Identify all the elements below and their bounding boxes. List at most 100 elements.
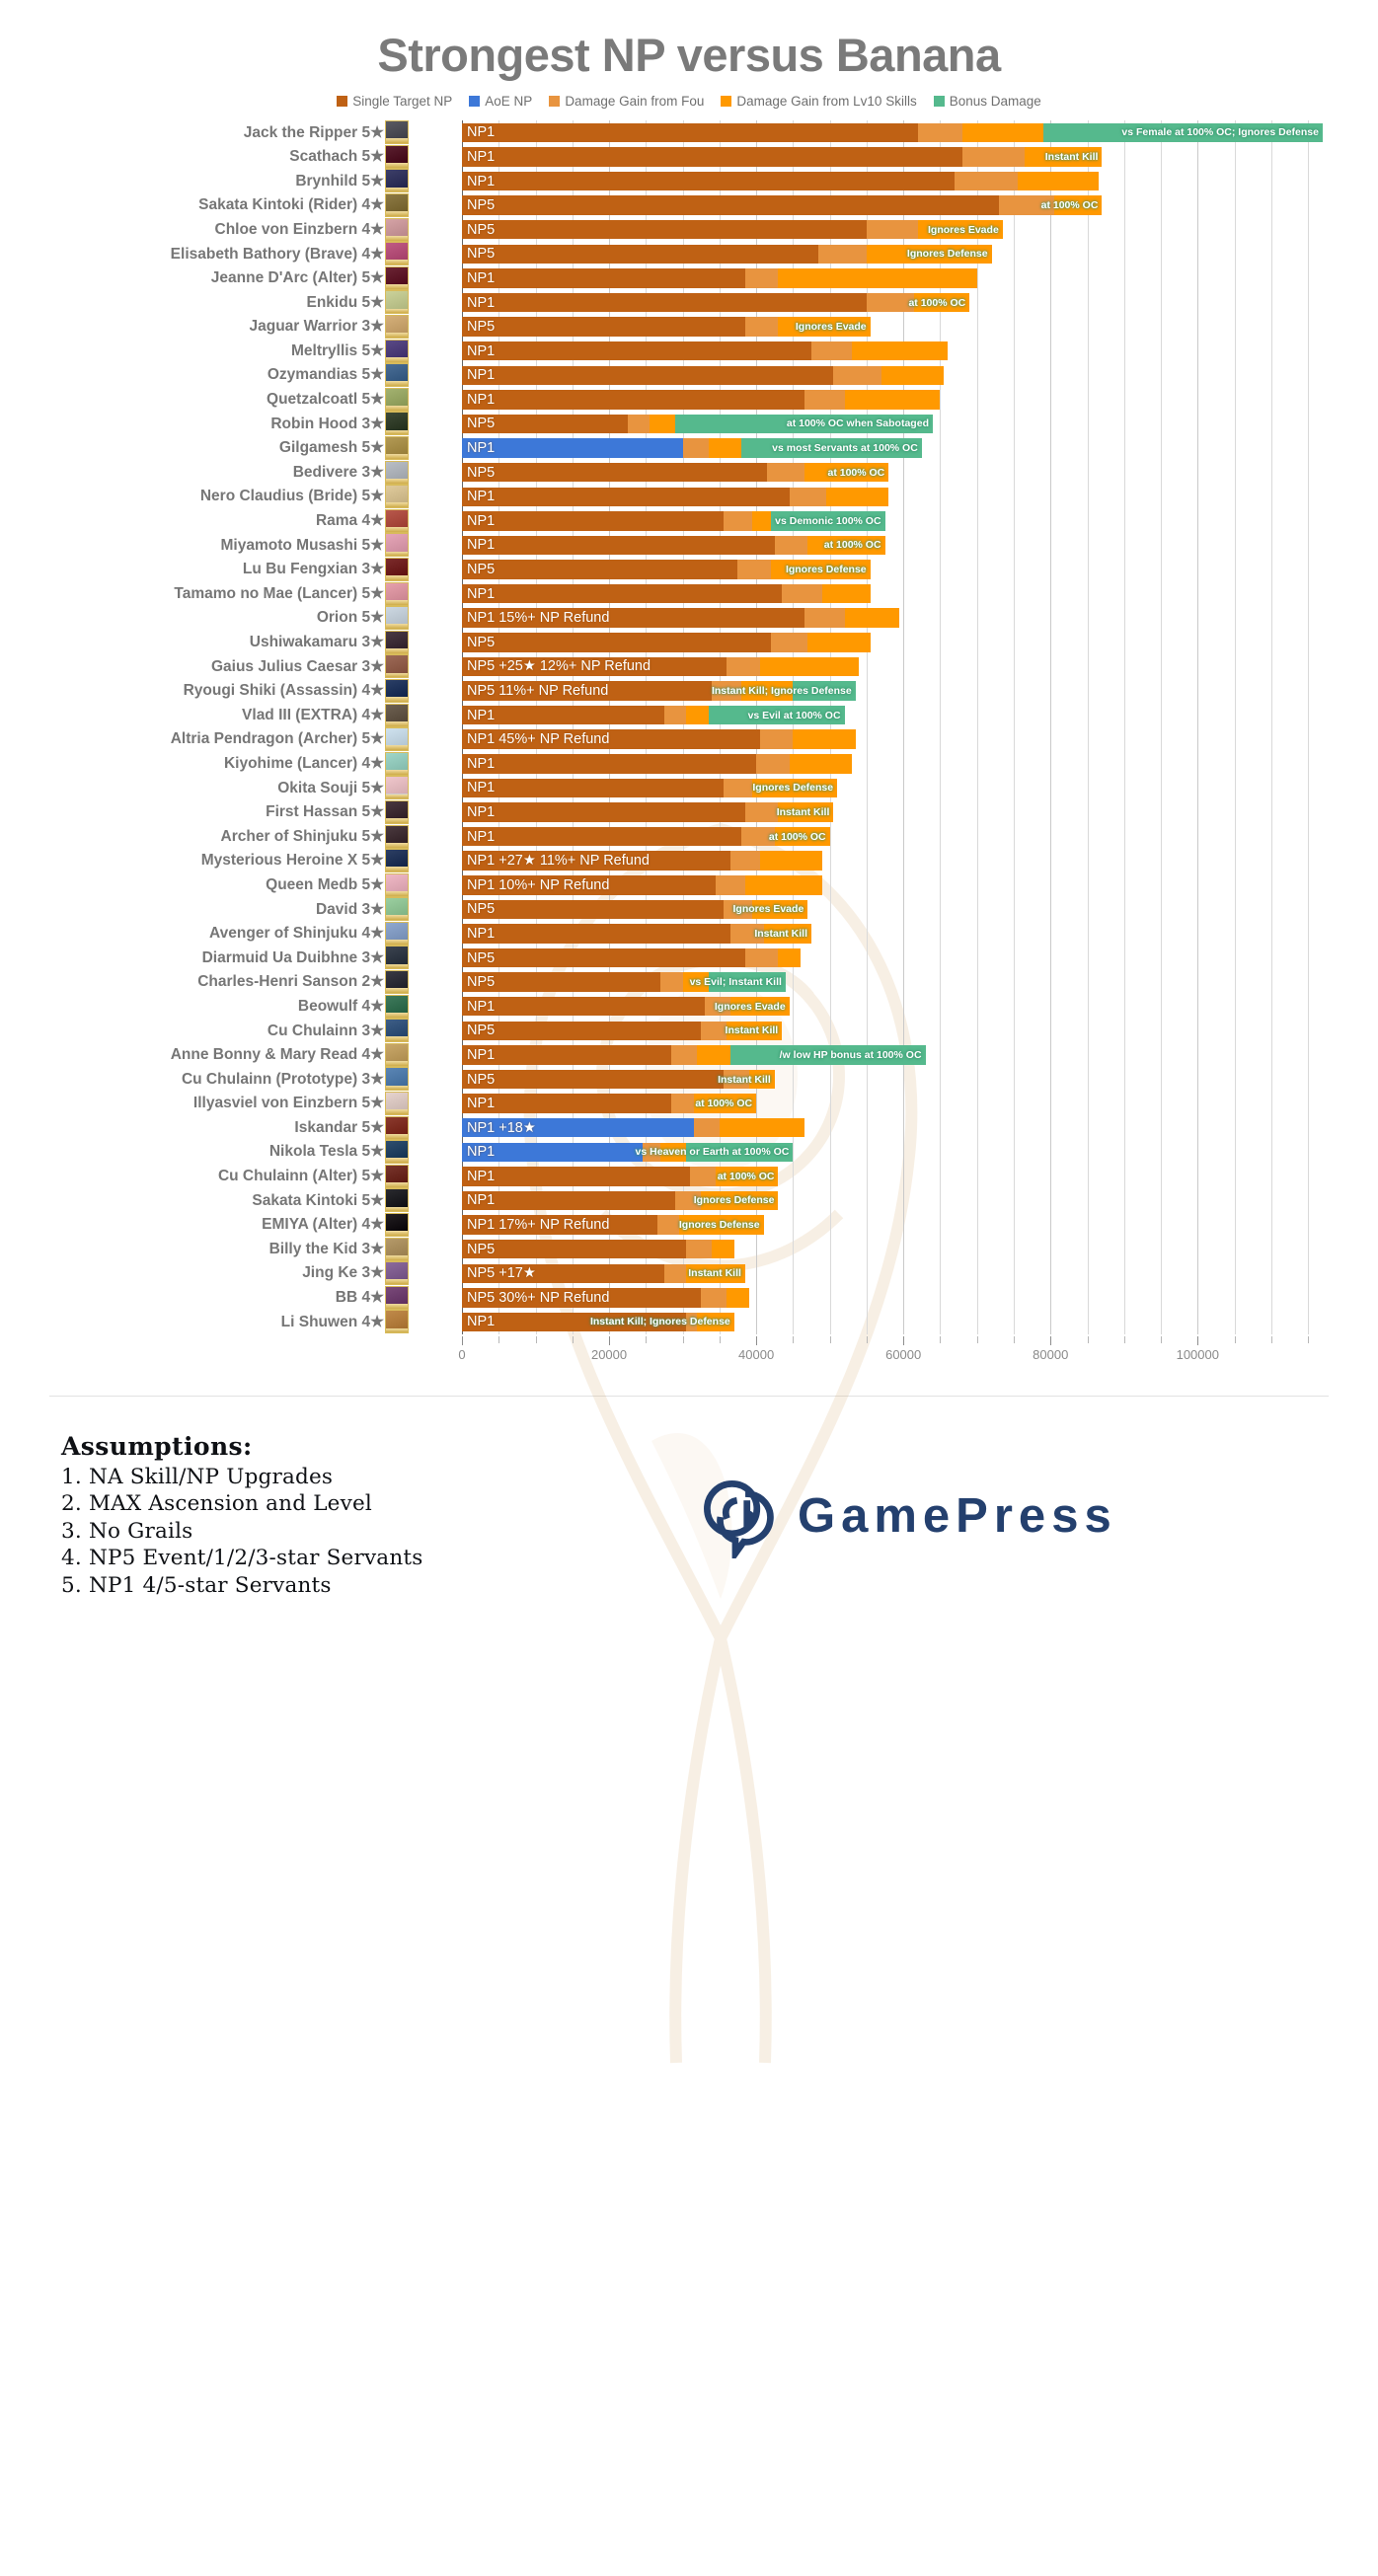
segment-skill-gain: [686, 1263, 745, 1283]
segment-skill-gain: [759, 656, 860, 677]
avatar-frame: [386, 1206, 408, 1212]
segment-single-target-np: [462, 754, 757, 774]
servant-avatar: [385, 169, 409, 193]
stacked-bar: NP1 Ignores Defense: [462, 778, 838, 798]
servant-avatar: [385, 460, 409, 485]
legend-item-bonus: Bonus Damage: [933, 94, 1041, 109]
segment-fou-gain: [704, 996, 731, 1017]
axis-tick: [1013, 1335, 1015, 1343]
chart-row: Beowulf 4★ NP1 Ignores Evade: [0, 994, 1378, 1019]
servant-label: Archer of Shinjuku 5★: [220, 827, 384, 845]
axis-tick: [1197, 1335, 1199, 1345]
stacked-bar: NP1: [462, 390, 941, 410]
segment-single-target-np: [462, 292, 867, 313]
avatar-frame: [386, 333, 408, 339]
chart-row: Gilgamesh 5★ NP1 vs most Servants at 100% …: [0, 436, 1378, 461]
servant-avatar: [385, 1067, 409, 1092]
avatar-art: [386, 995, 408, 1013]
stacked-bar: NP1: [462, 583, 871, 604]
avatar-frame: [386, 769, 408, 775]
segment-fou-gain: [955, 171, 1018, 191]
legend-item-single_target: Single Target NP: [337, 94, 452, 109]
segment-single-target-np: [462, 947, 745, 968]
bar-track: NP1/w low HP bonus at 100% OC: [412, 1043, 1378, 1068]
avatar-art: [386, 194, 408, 212]
segment-single-target-np: [462, 1021, 702, 1041]
stacked-bar: NP1 Ignores Defense: [462, 1190, 779, 1211]
servant-label: Tamamo no Mae (Lancer) 5★: [174, 584, 384, 602]
avatar-art: [386, 655, 408, 673]
servant-avatar: [385, 799, 409, 824]
avatar-frame: [386, 745, 408, 751]
segment-skill-gain: [778, 268, 977, 288]
bar-track: NP1 vs Demonic 100% OC: [412, 509, 1378, 534]
stacked-bar: NP5 vs Evil; Instant Kill: [462, 972, 786, 992]
legend-swatch-bonus: [933, 96, 945, 107]
chart-row: Meltryllis 5★ NP1: [0, 339, 1378, 363]
stacked-bar: NP5 30%+ NP Refund: [462, 1288, 749, 1308]
avatar-frame: [386, 211, 408, 217]
bar-track: NP1 Instant Kill: [412, 922, 1378, 947]
bar-track: NP1 Ignores Defense: [412, 776, 1378, 800]
segment-skill-gain: [774, 826, 830, 847]
bar-track: NP1: [412, 169, 1378, 193]
servant-label: Ozymandias 5★: [267, 366, 384, 384]
stacked-bar: NP1 at 100% OC: [462, 826, 830, 847]
segment-fou-gain: [712, 681, 742, 701]
stacked-bar: NP5 Instant Kill: [462, 1021, 783, 1041]
avatar-art: [386, 145, 408, 164]
bar-track: NP1: [412, 751, 1378, 776]
segment-bonus-damage: [675, 414, 933, 434]
segment-single-target-np: [462, 633, 772, 652]
stacked-bar: NP5 at 100% OC when Sabotaged: [462, 414, 933, 434]
stacked-bar: NP1 vs Heaven or Earth at 100% OC: [462, 1142, 794, 1163]
stacked-bar: NP1 Instant Kill: [462, 802, 834, 822]
avatar-art: [386, 947, 408, 964]
segment-skill-gain: [759, 851, 823, 871]
avatar-art: [386, 1093, 408, 1110]
segment-single-target-np: [462, 365, 834, 386]
segment-skill-gain: [650, 414, 676, 434]
servant-label: Nikola Tesla 5★: [268, 1143, 384, 1161]
chart-row: Ozymandias 5★ NP1: [0, 363, 1378, 388]
segment-skill-gain: [1053, 195, 1103, 215]
axis-tick: [1161, 1335, 1163, 1343]
segment-skill-gain: [727, 1021, 783, 1041]
avatar-art: [386, 728, 408, 746]
avatar-art: [386, 558, 408, 576]
segment-fou-gain: [818, 244, 867, 265]
segment-fou-gain: [804, 390, 845, 410]
segment-fou-gain: [675, 1190, 702, 1211]
bar-track: NP1: [412, 485, 1378, 509]
stacked-bar: NP1 at 100% OC: [462, 292, 970, 313]
avatar-frame: [386, 284, 408, 289]
servant-label: Iskandar 5★: [294, 1118, 384, 1136]
bar-track: NP5 Ignores Defense: [412, 242, 1378, 266]
servant-label: Sakata Kintoki 5★: [252, 1191, 384, 1209]
axis-tick-label: 100000: [1176, 1346, 1219, 1362]
axis-tick: [646, 1335, 648, 1343]
avatar-art: [386, 582, 408, 600]
x-axis: 0 20000 40000 60000 80000 100000: [0, 1335, 1378, 1370]
servant-avatar: [385, 630, 409, 654]
bar-track: NP5 11%+ NP Refund Instant Kill; Ignores …: [412, 679, 1378, 704]
segment-skill-gain: [752, 511, 771, 531]
chart-row: Ushiwakamaru 3★ NP5: [0, 630, 1378, 654]
stacked-bar: NP1 vs Demonic 100% OC: [462, 511, 885, 531]
stacked-bar: NP1 Ignores Evade: [462, 996, 790, 1017]
avatar-art: [386, 1286, 408, 1304]
bar-chart: Jack the Ripper 5★ NP1 vs Female at 100% O…: [0, 120, 1378, 1334]
segment-skill-gain: [793, 729, 856, 749]
segment-fou-gain: [744, 268, 779, 288]
segment-single-target-np: [462, 1094, 672, 1113]
axis-tick: [1087, 1335, 1089, 1343]
segment-skill-gain: [852, 341, 948, 361]
servant-avatar: [385, 1115, 409, 1140]
chart-row: David 3★ NP5 Ignores Evade: [0, 897, 1378, 922]
avatar-frame: [386, 1327, 408, 1333]
servant-label: Elisabeth Bathory (Brave) 4★: [170, 245, 384, 263]
avatar-frame: [386, 163, 408, 168]
segment-skill-gain: [660, 1142, 687, 1163]
bar-track: NP1 at 100% OC: [412, 824, 1378, 849]
segment-single-target-np: [462, 1069, 724, 1090]
